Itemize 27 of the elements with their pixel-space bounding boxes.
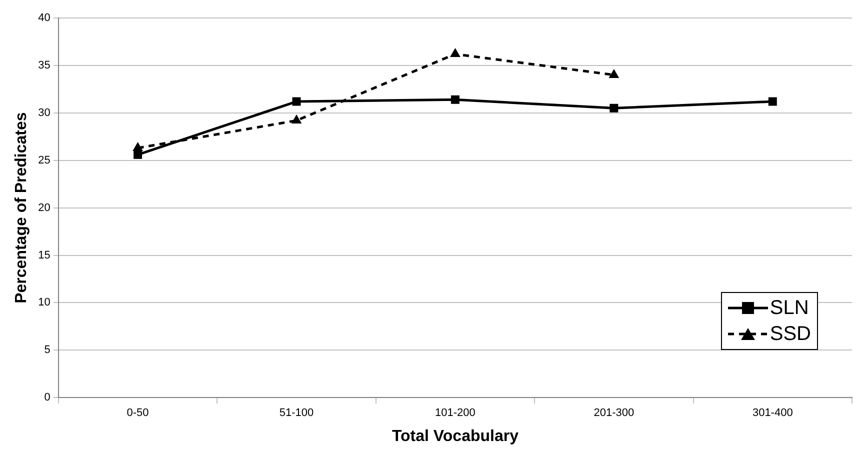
y-tick-label: 40: [38, 12, 50, 24]
y-tick-label: 25: [38, 154, 50, 166]
x-tick-label: 101-200: [435, 407, 476, 420]
point: [292, 97, 301, 106]
point: [768, 97, 777, 106]
x-tick-label: 201-300: [594, 407, 634, 420]
point: [610, 104, 618, 112]
y-tick-label: 15: [38, 249, 50, 262]
point: [134, 150, 142, 159]
point: [450, 95, 460, 104]
x-tick-label: 0-50: [126, 407, 149, 420]
point: [132, 142, 143, 152]
y-tick-label: 10: [38, 296, 50, 309]
y-axis-title: Percentage of Predicates: [13, 112, 30, 304]
point: [450, 48, 460, 58]
y-tick-label: 5: [44, 344, 50, 356]
y-tick-label: 20: [38, 202, 50, 214]
legend-label: SLN: [770, 296, 809, 320]
y-tick-label: 30: [38, 106, 50, 119]
x-tick-label: 301-400: [752, 407, 793, 420]
legend-label: SSD: [770, 322, 811, 346]
point: [608, 68, 620, 78]
y-tick-label: 0: [44, 392, 50, 404]
y-tick-label: 35: [38, 59, 50, 72]
x-axis-title: Total Vocabulary: [392, 428, 519, 445]
point: [291, 114, 302, 124]
x-tick-label: 51-100: [279, 407, 314, 420]
